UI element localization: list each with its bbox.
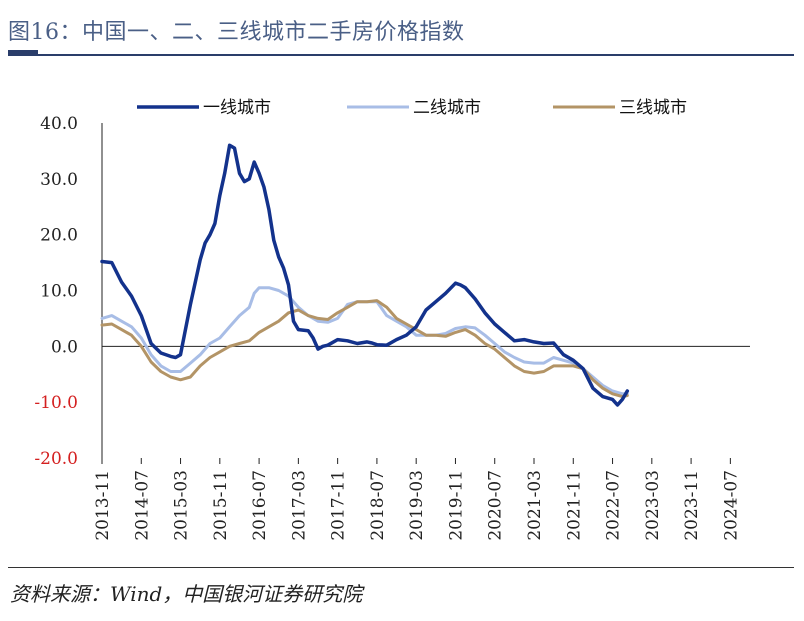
title-accent-bar [8,50,38,55]
y-tick-label: 40.0 [40,114,78,134]
title-rule [8,54,794,56]
legend-label-tier3: 三线城市 [619,98,687,118]
x-tick-label: 2019-03 [407,470,427,541]
y-tick-label: 10.0 [40,282,78,302]
axes: -20.0 -10.0 0.0 10.0 20.0 30.0 40.0 2013-11 2014… [34,114,750,541]
x-tick-label: 2024-07 [721,470,741,541]
series-lines [100,143,630,407]
x-tick-label: 2022-07 [604,470,624,541]
x-tick-label: 2018-07 [368,470,388,541]
x-tick-label: 2017-03 [289,470,309,541]
y-tick-label: 0.0 [51,337,78,357]
y-tick-label: -20.0 [34,449,78,469]
x-tick-label: 2019-11 [446,470,466,541]
x-tick-label: 2021-03 [525,470,545,541]
x-tick-label: 2013-11 [93,470,113,541]
x-tick-label: 2015-03 [172,470,192,541]
series-line-tier1 [100,143,630,407]
source-rule [8,567,794,568]
y-tick-label: 30.0 [40,170,78,190]
x-tick-label: 2017-11 [329,470,349,541]
x-tick-label: 2021-11 [564,470,584,541]
source-note: 资料来源：Wind，中国银河证券研究院 [10,582,363,606]
series-line-tier3 [100,299,629,399]
y-tick-label: 20.0 [40,226,78,246]
x-tick-label: 2020-07 [486,470,506,541]
x-tick-label: 2023-11 [682,470,702,541]
x-tick-label: 2016-07 [250,470,270,541]
legend-label-tier2: 二线城市 [413,98,481,118]
x-tick-label: 2015-11 [211,470,231,541]
x-tick-label: 2023-03 [643,470,663,541]
legend: 一线城市 二线城市 三线城市 [137,98,687,118]
legend-label-tier1: 一线城市 [203,98,271,118]
y-tick-label: -10.0 [34,393,78,413]
figure-title: 图16：中国一、二、三线城市二手房价格指数 [8,20,465,45]
x-tick-label: 2014-07 [132,470,152,541]
